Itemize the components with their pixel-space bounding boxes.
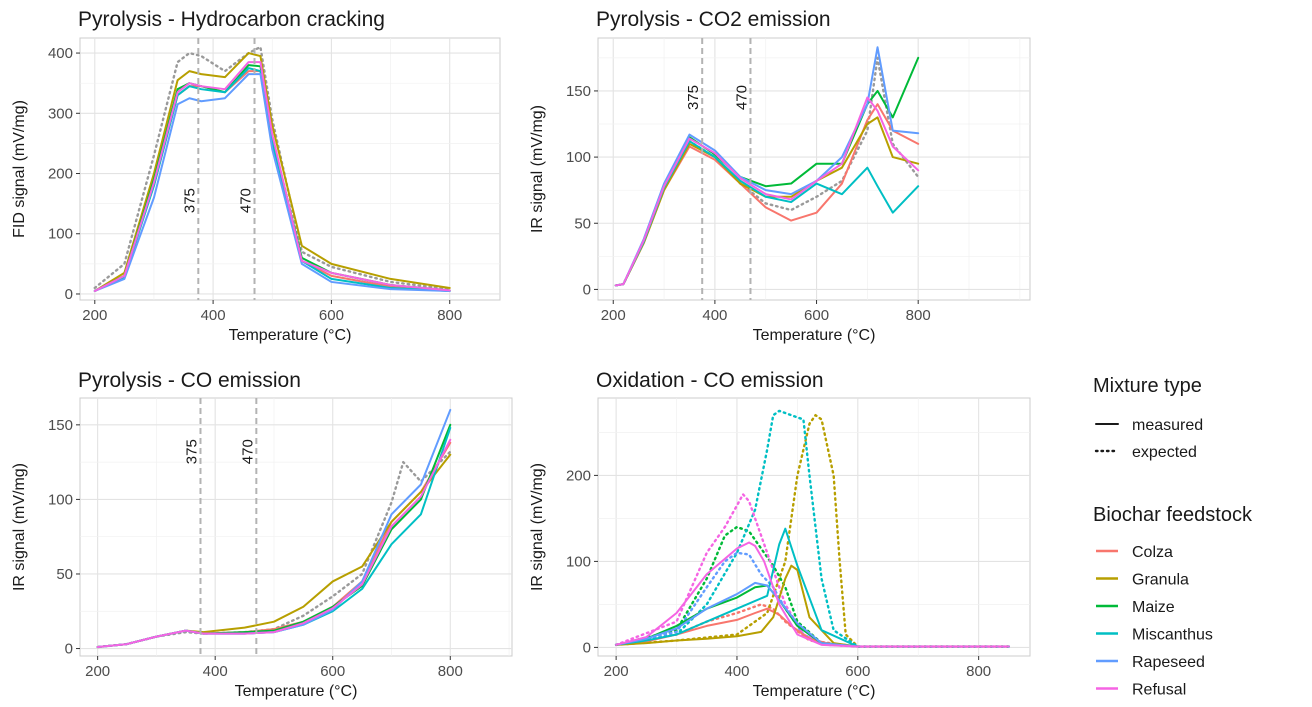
y-tick-label: 50 <box>574 215 591 232</box>
y-tick-label: 100 <box>48 491 73 508</box>
panel-title: Pyrolysis - CO emission <box>78 369 301 392</box>
y-tick-label: 50 <box>56 566 73 583</box>
x-tick-label: 200 <box>82 307 107 324</box>
y-tick-label: 100 <box>48 226 73 243</box>
panel-border <box>79 397 513 657</box>
y-tick-label: 300 <box>48 105 73 122</box>
vline-label: 375 <box>685 85 702 110</box>
vline-label: 375 <box>181 188 198 213</box>
legend-label-expected: expected <box>1132 444 1197 461</box>
panel-2: Pyrolysis - CO2 emission 200 400 600 800 0 50 1… <box>529 8 1031 344</box>
y-tick-label: 0 <box>583 281 591 298</box>
series-refusal-measured <box>93 61 451 292</box>
y-tick-label: 0 <box>583 639 591 656</box>
legend: Mixture type measured expected Biochar feed… <box>1093 375 1253 699</box>
legend-label-miscanthus: Miscanthus <box>1132 627 1213 644</box>
x-tick-label: 400 <box>203 663 228 680</box>
vline-label: 470 <box>733 85 750 110</box>
x-tick-label: 600 <box>804 307 829 324</box>
vline-label: 375 <box>183 439 200 464</box>
y-tick-label: 150 <box>48 417 73 434</box>
series-rapeseed-measured <box>93 73 451 292</box>
y-axis-label: IR signal (mV/mg) <box>529 105 546 233</box>
y-tick-label: 0 <box>65 641 73 658</box>
x-axis-label: Temperature (°C) <box>235 683 358 700</box>
y-tick-label: 100 <box>566 149 591 166</box>
x-axis-label: Temperature (°C) <box>753 327 876 344</box>
series-miscanthus-expected <box>614 409 1011 648</box>
series-group <box>614 409 1011 648</box>
legend-label-measured: measured <box>1132 417 1203 434</box>
x-tick-label: 400 <box>702 307 727 324</box>
series-group <box>614 46 920 287</box>
vline-label: 470 <box>238 188 255 213</box>
panel-border <box>597 397 1031 657</box>
y-tick-label: 400 <box>48 45 73 62</box>
x-tick-label: 200 <box>601 307 626 324</box>
panel-3: Pyrolysis - CO emission 200 400 600 800 0 50 10… <box>11 369 513 700</box>
y-tick-label: 0 <box>65 286 73 303</box>
series-refusal-measured <box>615 541 1010 648</box>
panel-title: Oxidation - CO emission <box>596 369 824 392</box>
y-tick-label: 150 <box>566 83 591 100</box>
legend-label-maize: Maize <box>1132 599 1175 616</box>
y-tick-label: 100 <box>566 553 591 570</box>
series-granula-measured <box>615 564 1010 648</box>
series-granula-measured <box>93 52 451 292</box>
x-tick-label: 400 <box>724 663 749 680</box>
legend-label-granula: Granula <box>1132 572 1189 589</box>
series-refusal-measured <box>614 96 920 287</box>
y-axis-label: IR signal (mV/mg) <box>529 463 546 591</box>
panel-border <box>79 37 501 301</box>
x-tick-label: 800 <box>438 663 463 680</box>
x-tick-label: 600 <box>320 663 345 680</box>
legend-linetype-title: Mixture type <box>1093 375 1202 397</box>
panel-4: Oxidation - CO emission 200 400 600 800 0 100 2… <box>529 369 1031 700</box>
series-granula-expected <box>614 414 1011 648</box>
series-expected-expected <box>93 45 451 291</box>
x-tick-label: 800 <box>906 307 931 324</box>
x-axis-label: Temperature (°C) <box>229 327 352 344</box>
vline-label: 470 <box>239 439 256 464</box>
legend-feedstock-title: Biochar feedstock <box>1093 504 1253 526</box>
x-tick-label: 600 <box>845 663 870 680</box>
series-group <box>93 45 451 292</box>
x-tick-label: 200 <box>604 663 629 680</box>
y-axis-label: IR signal (mV/mg) <box>11 463 28 591</box>
x-tick-label: 800 <box>437 307 462 324</box>
y-tick-label: 200 <box>48 166 73 183</box>
series-group <box>96 408 452 649</box>
legend-label-colza: Colza <box>1132 544 1173 561</box>
x-tick-label: 800 <box>966 663 991 680</box>
series-rapeseed-measured <box>615 581 1010 648</box>
x-tick-label: 400 <box>201 307 226 324</box>
series-refusal-measured <box>96 438 452 649</box>
panel-border <box>597 37 1031 301</box>
x-tick-label: 200 <box>85 663 110 680</box>
panel-1: Pyrolysis - Hydrocarbon cracking 200 400 60… <box>11 8 501 344</box>
legend-label-refusal: Refusal <box>1132 682 1186 699</box>
x-tick-label: 600 <box>319 307 344 324</box>
x-axis-label: Temperature (°C) <box>753 683 876 700</box>
y-axis-label: FID signal (mV/mg) <box>11 100 28 238</box>
y-tick-label: 200 <box>566 467 591 484</box>
series-miscanthus-measured <box>615 527 1010 648</box>
panel-title: Pyrolysis - CO2 emission <box>596 8 831 31</box>
legend-label-rapeseed: Rapeseed <box>1132 654 1205 671</box>
panel-title: Pyrolysis - Hydrocarbon cracking <box>78 8 385 31</box>
